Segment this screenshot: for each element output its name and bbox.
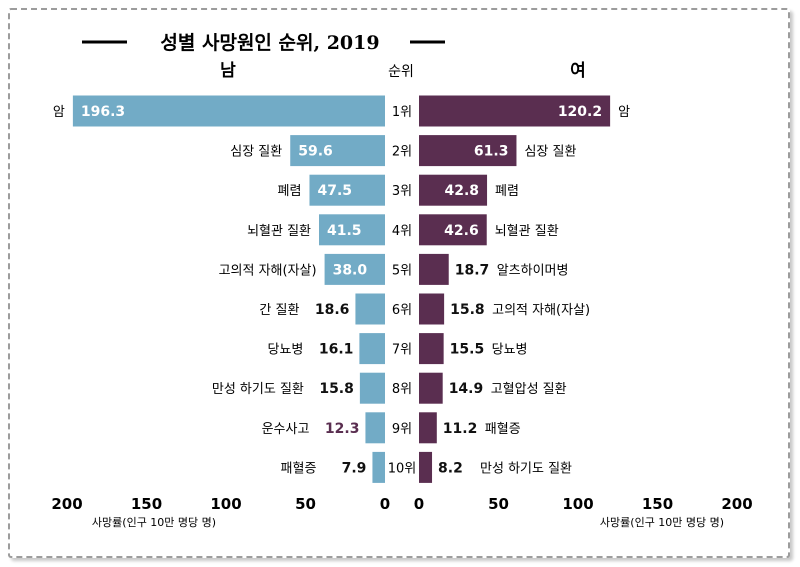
rank-label: 8위 xyxy=(392,382,412,397)
series-label-male: 남 xyxy=(220,61,236,81)
female-value-label: 8.2 xyxy=(438,460,463,476)
male-category-label: 만성 하기도 질환 xyxy=(212,382,304,397)
female-category-label: 고혈압성 질환 xyxy=(491,382,567,397)
x-axes: 200 150 100 50 0 0 50 100 150 200 xyxy=(51,495,752,513)
female-category-label: 패혈증 xyxy=(485,422,521,437)
male-value-label: 41.5 xyxy=(327,223,362,239)
female-bar xyxy=(419,293,445,325)
male-value-label: 38.0 xyxy=(333,262,368,278)
male-bar xyxy=(324,253,385,285)
female-bars: 120.2 암 61.3 심장 질환 42.8 폐렴 42.6 뇌혈관 질환 18.7 알츠하이머… xyxy=(419,95,630,483)
female-category-label: 폐렴 xyxy=(495,184,519,199)
male-x-tick-label: 50 xyxy=(295,495,316,513)
female-x-tick-label: 50 xyxy=(488,495,509,513)
male-x-tick-label: 200 xyxy=(51,495,82,513)
male-bar xyxy=(359,372,385,404)
rank-label: 2위 xyxy=(392,145,412,160)
female-value-label: 42.6 xyxy=(444,223,479,239)
rank-header: 순위 xyxy=(388,64,414,80)
female-bar xyxy=(419,333,444,365)
male-value-label: 47.5 xyxy=(317,183,352,199)
male-category-label: 심장 질환 xyxy=(230,145,282,160)
rank-label: 9위 xyxy=(392,422,412,437)
male-bar xyxy=(359,333,385,365)
male-bar xyxy=(290,135,385,167)
female-value-label: 15.5 xyxy=(450,342,485,358)
rank-label: 10위 xyxy=(388,461,417,476)
male-value-label: 7.9 xyxy=(342,460,367,476)
female-category-label: 알츠하이머병 xyxy=(497,263,569,278)
female-x-tick-label: 100 xyxy=(562,495,593,513)
female-value-label: 42.8 xyxy=(445,183,480,199)
male-value-label: 12.3 xyxy=(325,421,360,437)
male-bar xyxy=(355,293,385,325)
female-bar xyxy=(419,412,437,444)
female-value-label: 14.9 xyxy=(449,381,484,397)
chart-title: 성별 사망원인 순위, 2019 xyxy=(160,32,379,54)
male-category-label: 암 xyxy=(53,105,65,120)
series-label-female: 여 xyxy=(570,61,586,81)
male-category-label: 고의적 자해(자살) xyxy=(219,263,317,278)
rank-label: 4위 xyxy=(392,224,412,239)
male-bars: 196.3 암 59.6 심장 질환 47.5 폐렴 41.5 뇌혈관 질환 38.0 고의적 자… xyxy=(53,95,386,483)
male-category-label: 뇌혈관 질환 xyxy=(247,224,311,239)
male-value-label: 18.6 xyxy=(315,302,350,318)
female-bar xyxy=(419,214,487,246)
male-value-label: 196.3 xyxy=(81,104,125,120)
rank-label: 3위 xyxy=(392,184,412,199)
rank-label: 5위 xyxy=(392,263,412,278)
male-category-label: 간 질환 xyxy=(259,303,299,318)
male-bar xyxy=(372,451,385,483)
male-bar xyxy=(309,174,385,206)
rank-label: 6위 xyxy=(392,303,412,318)
male-bar xyxy=(365,412,385,444)
female-category-label: 암 xyxy=(618,105,630,120)
female-category-label: 만성 하기도 질환 xyxy=(480,461,572,476)
female-value-label: 15.8 xyxy=(450,302,485,318)
rank-label: 1위 xyxy=(392,105,412,120)
x-axis-label-female: 사망률(인구 10만 명당 명) xyxy=(600,516,724,529)
male-value-label: 16.1 xyxy=(319,342,354,358)
female-category-label: 당뇨병 xyxy=(492,343,528,358)
male-category-label: 운수사고 xyxy=(262,422,310,437)
male-value-label: 15.8 xyxy=(319,381,354,397)
female-value-label: 61.3 xyxy=(474,144,509,160)
female-x-tick-label: 200 xyxy=(721,495,752,513)
male-x-tick-label: 150 xyxy=(131,495,162,513)
female-bar xyxy=(419,135,517,167)
female-bar xyxy=(419,174,488,206)
x-axis-label-male: 사망률(인구 10만 명당 명) xyxy=(92,516,216,529)
male-bar xyxy=(72,95,386,127)
female-x-tick-label: 0 xyxy=(414,495,424,513)
rank-label: 7위 xyxy=(392,343,412,358)
female-category-label: 뇌혈관 질환 xyxy=(495,224,559,239)
female-bar xyxy=(419,372,443,404)
female-category-label: 고의적 자해(자살) xyxy=(492,303,590,318)
female-x-tick-label: 150 xyxy=(642,495,673,513)
female-bar xyxy=(419,253,449,285)
female-category-label: 심장 질환 xyxy=(524,145,576,160)
male-category-label: 당뇨병 xyxy=(268,343,304,358)
female-bar xyxy=(419,451,433,483)
female-value-label: 18.7 xyxy=(455,262,490,278)
female-bar xyxy=(419,95,611,127)
male-value-label: 59.6 xyxy=(298,144,333,160)
male-x-tick-label: 100 xyxy=(210,495,241,513)
male-category-label: 폐렴 xyxy=(278,184,302,199)
male-category-label: 패혈증 xyxy=(281,461,317,476)
male-x-tick-label: 0 xyxy=(380,495,390,513)
male-bar xyxy=(319,214,385,246)
rank-labels: 1위 2위 3위 4위 5위 6위 7위 8위 9위 10위 xyxy=(388,105,417,476)
female-value-label: 11.2 xyxy=(443,421,478,437)
female-value-label: 120.2 xyxy=(558,104,602,120)
